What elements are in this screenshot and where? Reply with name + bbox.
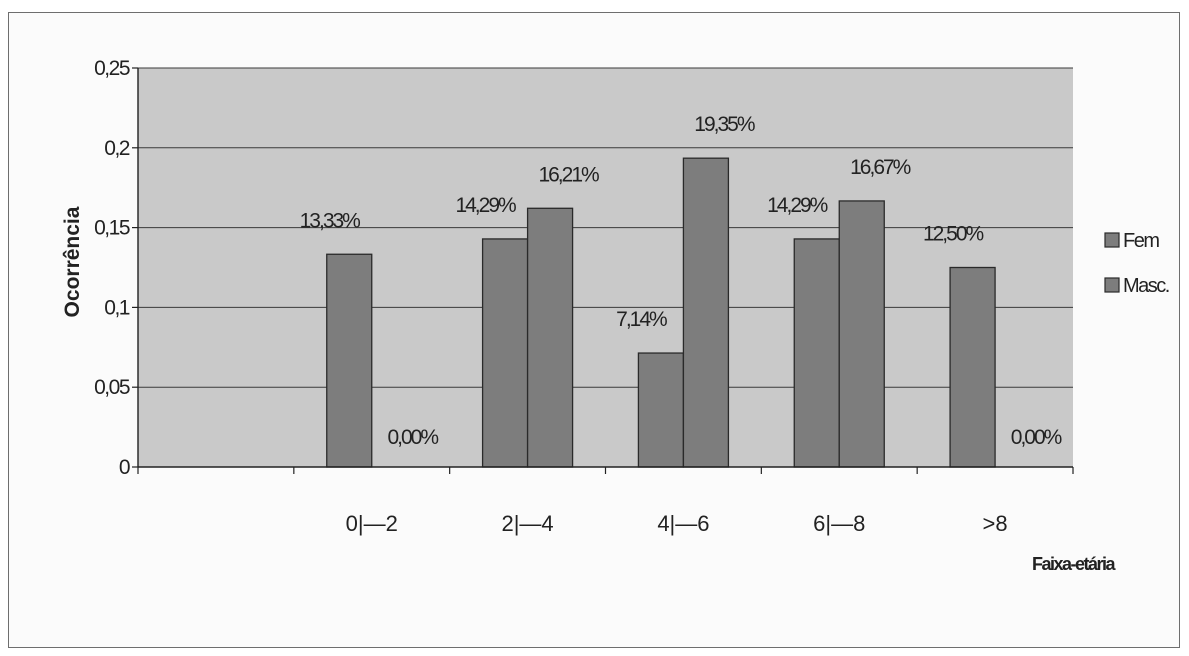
- y-tick-label: 0: [119, 456, 130, 479]
- bar-fem: [793, 238, 840, 468]
- x-tick-label: 0|—2: [346, 511, 398, 536]
- y-tick-label: 0,05: [94, 376, 130, 399]
- bar-fem: [481, 238, 529, 468]
- bars: [326, 157, 996, 468]
- x-axis-title: Faixa-etária: [1032, 554, 1117, 574]
- legend-label-fem: Fem: [1123, 230, 1159, 252]
- gridlines: [138, 67, 1073, 388]
- axes: 0 0,05 0,1 0,15 0,2 0,25 0|—2 2|—4 4|—6 6|—8 >8: [94, 57, 1074, 536]
- x-tick-label: 4|—6: [657, 511, 709, 536]
- legend: Fem Masc.: [1104, 230, 1170, 297]
- data-label: 14,29%: [767, 194, 828, 217]
- y-tick-label: 0,1: [104, 296, 130, 319]
- bar-fem: [949, 266, 996, 468]
- bar-fem: [637, 352, 685, 468]
- legend-swatch-masc: [1104, 277, 1120, 293]
- y-tick-label: 0,2: [104, 137, 130, 160]
- data-label: 7,14%: [616, 308, 667, 331]
- x-tick-label: 6|—8: [813, 511, 865, 536]
- bar-masc: [682, 157, 730, 468]
- data-label: 19,35%: [694, 113, 755, 136]
- data-label: 12,50%: [923, 223, 984, 246]
- data-label: 0,00%: [387, 426, 438, 449]
- x-tick-label: >8: [983, 511, 1008, 536]
- y-axis-title: Ocorrência: [61, 206, 84, 317]
- y-tick-label: 0,15: [94, 217, 130, 240]
- legend-swatch-fem: [1104, 232, 1120, 248]
- data-label: 14,29%: [455, 194, 516, 217]
- data-label: 16,67%: [850, 156, 911, 179]
- bar-masc: [526, 207, 574, 468]
- data-label: 13,33%: [300, 209, 361, 232]
- plot-area: [138, 68, 1073, 467]
- y-tick-label: 0,25: [94, 57, 130, 80]
- data-label: 16,21%: [538, 163, 599, 186]
- legend-label-masc: Masc.: [1123, 275, 1169, 297]
- x-tick-label: 2|—4: [501, 511, 553, 536]
- data-labels: 13,33% 14,29% 7,14% 14,29% 12,50% 0,00% 16,21%…: [300, 113, 1064, 449]
- data-label: 0,00%: [1011, 426, 1062, 449]
- bar-masc: [838, 200, 885, 468]
- bar-fem: [326, 253, 373, 468]
